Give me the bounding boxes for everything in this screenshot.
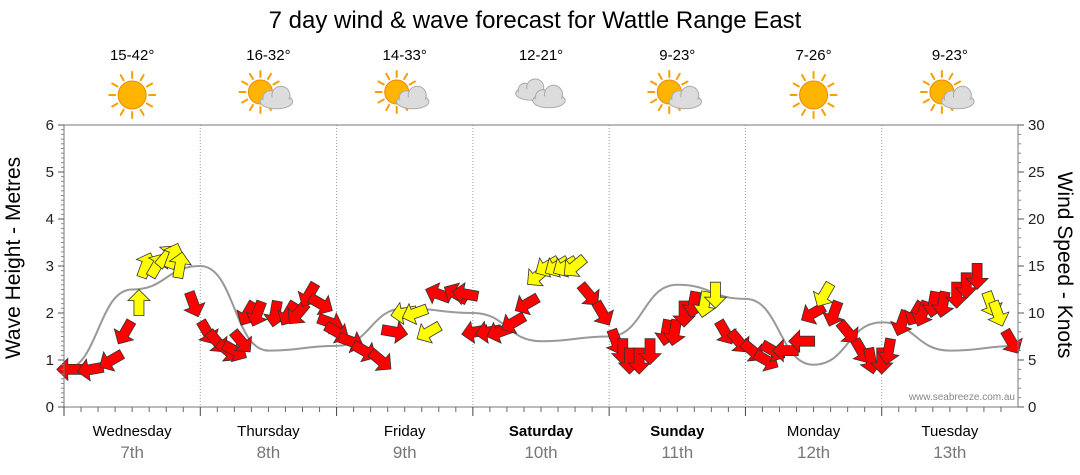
wind-arrow <box>99 349 126 372</box>
day-column: 12-21° Saturday 10th <box>509 47 574 462</box>
day-name: Monday <box>787 423 841 440</box>
day-name: Thursday <box>237 423 300 440</box>
sun-cloud-icon <box>919 70 975 114</box>
y-left-label: Wave Height - Metres <box>2 157 25 359</box>
temperature-range: 14-33° <box>383 47 427 64</box>
day-name: Tuesday <box>921 423 978 440</box>
temperature-range: 12-21° <box>519 47 563 64</box>
wind-arrow <box>514 292 541 316</box>
wind-arrow <box>380 320 409 345</box>
cloud-icon <box>515 78 566 109</box>
day-name: Friday <box>384 423 426 440</box>
y-left-tick-label: 4 <box>46 211 54 228</box>
wind-arrow <box>229 328 253 353</box>
day-name: Sunday <box>650 423 705 440</box>
y-left-tick-label: 1 <box>46 352 54 369</box>
day-date: 7th <box>120 443 144 462</box>
chart-title: 7 day wind & wave forecast for Wattle Ra… <box>269 7 802 34</box>
wind-arrow <box>56 357 84 382</box>
y-left-tick-label: 0 <box>46 399 54 416</box>
temperature-range: 9-23° <box>659 47 695 64</box>
wind-arrow <box>367 347 392 371</box>
wind-arrow <box>113 318 137 345</box>
wind-arrow <box>451 281 480 306</box>
wind-arrow <box>944 281 969 309</box>
wind-arrow <box>987 299 1010 327</box>
wind-arrow <box>416 320 443 344</box>
sun-cloud-icon <box>238 70 294 114</box>
wind-arrow <box>662 318 686 347</box>
wind-arrow <box>876 337 900 365</box>
wind-arrow <box>126 289 151 317</box>
y-right-tick-label: 30 <box>1028 117 1045 134</box>
wind-arrow <box>954 272 979 300</box>
temperature-range: 16-32° <box>246 47 290 64</box>
day-column: 14-33° Friday 9th <box>374 47 430 462</box>
day-date: 11th <box>661 443 693 462</box>
y-right-tick-label: 20 <box>1028 211 1045 228</box>
wind-arrow <box>821 299 845 327</box>
y-right-tick-label: 15 <box>1028 258 1045 275</box>
wind-arrow <box>245 299 268 327</box>
wind-arrow <box>752 349 779 372</box>
day-column: 9-23° Tuesday 13th <box>919 47 979 462</box>
y-left-tick-label: 2 <box>46 305 54 322</box>
day-column: 9-23° Sunday 11th <box>647 47 705 462</box>
y-right-tick-label: 25 <box>1028 164 1045 181</box>
y-left-tick-label: 6 <box>46 117 54 134</box>
wind-arrow <box>965 262 990 290</box>
day-date: 10th <box>524 443 557 462</box>
wind-arrow <box>306 292 333 316</box>
day-columns: 15-42° Wednesday 7th 16-32° Thursday 8th 14-33… <box>93 47 979 462</box>
wind-arrow <box>835 318 859 343</box>
wind-arrow <box>576 281 600 306</box>
day-date: 13th <box>933 443 966 462</box>
day-column: 7-26° Monday 12th <box>787 47 841 462</box>
temperature-range: 7-26° <box>796 47 832 64</box>
wind-arrow <box>168 251 193 280</box>
wind-arrow <box>563 253 589 277</box>
day-column: 16-32° Thursday 8th <box>237 47 300 462</box>
temperature-range: 9-23° <box>932 47 968 64</box>
day-date: 8th <box>257 443 281 462</box>
sun-icon <box>789 71 838 119</box>
wind-arrow <box>287 300 311 325</box>
wind-arrow <box>183 290 206 318</box>
y-right-label: Wind Speed - Knots <box>1053 172 1076 359</box>
wind-arrow <box>76 358 105 382</box>
day-name: Saturday <box>509 423 574 440</box>
y-right-tick-label: 5 <box>1028 352 1036 369</box>
y-right-tick-label: 10 <box>1028 305 1045 322</box>
wind-arrow <box>501 311 528 335</box>
y-left-tick-label: 3 <box>46 258 54 275</box>
y-left-tick-label: 5 <box>46 164 54 181</box>
day-date: 12th <box>797 443 830 462</box>
wind-arrow <box>638 338 662 366</box>
wind-arrows <box>56 242 1023 382</box>
wind-arrow <box>788 329 816 354</box>
sun-cloud-icon <box>374 70 430 114</box>
sun-cloud-icon <box>647 70 702 114</box>
day-date: 9th <box>393 443 417 462</box>
wind-arrow <box>627 347 652 375</box>
wind-arrow <box>703 281 728 309</box>
day-column: 15-42° Wednesday 7th <box>93 47 172 462</box>
temperature-range: 15-42° <box>110 47 154 64</box>
day-name: Wednesday <box>93 423 172 440</box>
sun-icon <box>108 71 157 119</box>
wind-arrow <box>812 280 836 307</box>
wind-arrow <box>591 299 614 326</box>
y-right-tick-label: 0 <box>1028 399 1036 416</box>
axes: 0 1 2 3 4 5 6 0 5 10 15 20 25 30 <box>46 117 1045 416</box>
wind-arrow <box>401 302 430 326</box>
watermark: www.seabreeze.com.au <box>908 392 1015 403</box>
wind-arrow <box>1000 327 1023 354</box>
